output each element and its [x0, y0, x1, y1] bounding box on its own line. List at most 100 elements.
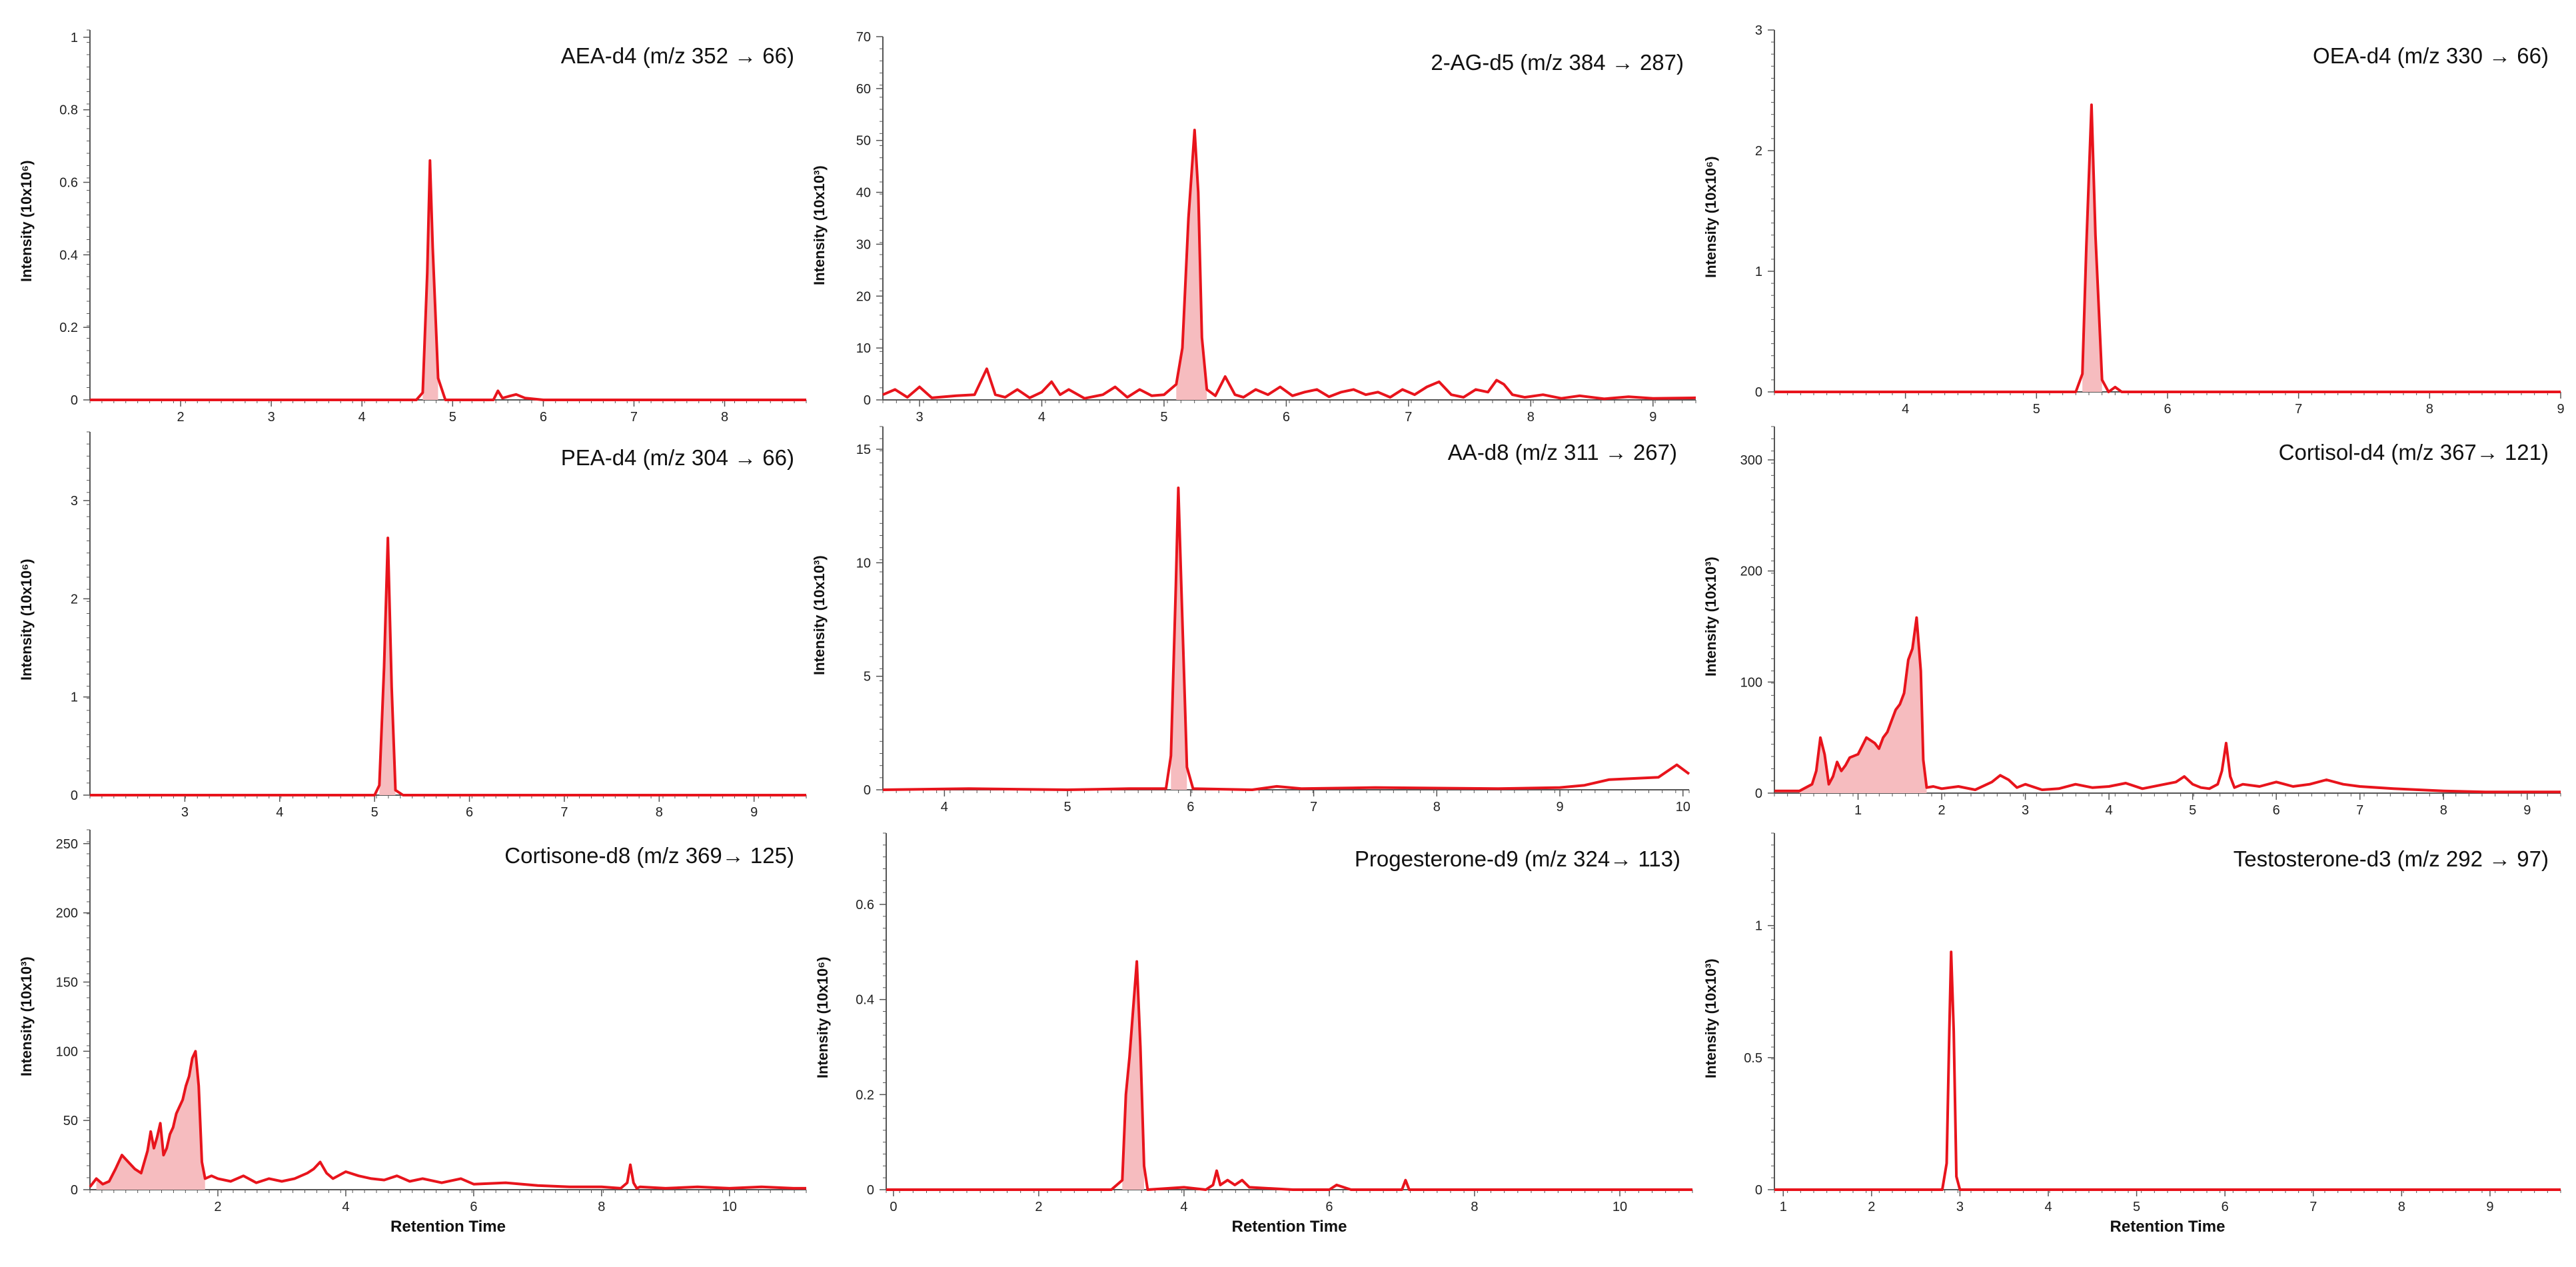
- x-tick-label: 9: [2557, 402, 2564, 417]
- x-tick-label: 3: [268, 410, 275, 425]
- chart-panel: 4 5 6 7 8 9 0 1 2 3 OEA-d4 (m/z 330 → 66) Intensity…: [1702, 23, 2565, 417]
- y-tick-label: 70: [856, 30, 871, 45]
- x-tick-label: 3: [916, 410, 923, 425]
- x-tick-label: 9: [2523, 803, 2531, 818]
- x-tick-label: 8: [598, 1200, 605, 1214]
- y-tick-label: 40: [856, 186, 871, 201]
- x-tick-label: 7: [1310, 800, 1317, 814]
- x-tick-label: 6: [470, 1200, 477, 1214]
- y-tick-label: 150: [56, 975, 78, 990]
- y-tick-label: 0.2: [59, 321, 78, 335]
- y-tick-label: 0.6: [59, 176, 78, 191]
- peak-fill: [2082, 105, 2102, 392]
- x-tick-label: 9: [2486, 1200, 2493, 1214]
- x-tick-label: 3: [2022, 803, 2029, 818]
- y-tick-label: 100: [1740, 675, 1762, 690]
- chart-title: 2-AG-d5 (m/z 384 → 287): [1431, 50, 1684, 75]
- x-tick-label: 1: [1780, 1200, 1787, 1214]
- chart-panel: 1 2 3 4 5 6 7 8 9 0 100 200 300 Cortisol-d4 (m/z 367→…: [1702, 426, 2561, 818]
- x-tick-label: 10: [722, 1200, 737, 1214]
- y-tick-label: 15: [856, 443, 871, 457]
- chart-title: OEA-d4 (m/z 330 → 66): [2313, 43, 2549, 68]
- y-tick-label: 0.6: [856, 898, 874, 912]
- chart-title: AEA-d4 (m/z 352 → 66): [560, 43, 794, 68]
- x-axis-label: Retention Time: [1231, 1218, 1347, 1236]
- x-tick-label: 0: [890, 1200, 897, 1214]
- y-axis-label: Intensity (10x10³): [1702, 958, 1719, 1078]
- y-tick-label: 0.8: [59, 103, 78, 118]
- y-tick-label: 0: [1755, 1183, 1762, 1198]
- chromatogram-trace: [1774, 103, 2561, 393]
- y-tick-label: 0: [864, 783, 871, 798]
- y-tick-label: 1: [71, 690, 78, 705]
- x-tick-label: 8: [2398, 1200, 2405, 1214]
- x-tick-label: 2: [1868, 1200, 1875, 1214]
- y-tick-label: 2: [71, 592, 78, 607]
- x-tick-label: 2: [177, 410, 185, 425]
- peak-fill: [422, 160, 438, 400]
- x-tick-label: 3: [1956, 1200, 1964, 1214]
- x-tick-label: 8: [1527, 410, 1535, 425]
- x-axis-label: Retention Time: [2110, 1218, 2226, 1236]
- chart-title: AA-d8 (m/z 311 → 267): [1447, 440, 1677, 465]
- y-tick-label: 3: [1755, 23, 1762, 38]
- x-tick-label: 5: [2033, 402, 2040, 417]
- chart-title: Progesterone-d9 (m/z 324→ 113): [1354, 846, 1680, 871]
- x-tick-label: 8: [656, 805, 663, 820]
- x-tick-label: 2: [1938, 803, 1946, 818]
- y-axis-label: Intensity (10x10⁶): [1702, 155, 1719, 278]
- peak-fill: [1171, 488, 1187, 790]
- x-tick-label: 8: [1433, 800, 1441, 814]
- chart-panel: 3 4 5 6 7 8 9 0 1 2 3 PEA-d4 (m/z 304 → 66) Intensit…: [18, 431, 807, 820]
- x-tick-label: 7: [2309, 1200, 2317, 1214]
- chart-panel: 3 4 5 6 7 8 9 0 10 20 30 40 50 60 70 2-AG-d5 (m/z 384 →…: [811, 30, 1696, 425]
- x-tick-label: 10: [1676, 800, 1690, 814]
- y-tick-label: 60: [856, 82, 871, 97]
- x-tick-label: 4: [1902, 402, 1909, 417]
- y-axis-label: Intensity (10x10³): [811, 555, 828, 675]
- y-tick-label: 0.4: [856, 993, 874, 1008]
- peak-fill: [96, 1051, 205, 1190]
- y-tick-label: 0: [71, 1183, 78, 1198]
- y-tick-label: 50: [63, 1114, 78, 1128]
- y-axis-label: Intensity (10x10⁶): [18, 159, 35, 282]
- chromatogram-plot: 3 4 5 6 7 8 9 0 10 20 30 40 50 60 70: [856, 30, 1696, 425]
- y-tick-label: 0: [867, 1183, 874, 1198]
- y-axis-label: Intensity (10x10⁶): [814, 956, 831, 1078]
- chromatogram-plot: 2 3 4 5 6 7 8 0 0.2 0.4 0.6 0.8 1: [59, 29, 807, 425]
- x-tick-label: 5: [449, 410, 456, 425]
- x-tick-label: 7: [560, 805, 568, 820]
- x-tick-label: 4: [941, 800, 948, 814]
- x-tick-label: 9: [750, 805, 758, 820]
- x-tick-label: 5: [1160, 410, 1167, 425]
- x-tick-label: 9: [1556, 800, 1563, 814]
- chromatogram-plot: 1 2 3 4 5 6 7 8 9 0 100 200 300: [1740, 426, 2561, 818]
- x-tick-label: 3: [181, 805, 189, 820]
- y-tick-label: 200: [56, 906, 78, 921]
- x-tick-label: 8: [721, 410, 728, 425]
- y-tick-label: 2: [1755, 144, 1762, 159]
- chart-title: PEA-d4 (m/z 304 → 66): [560, 445, 794, 470]
- x-tick-label: 6: [1325, 1200, 1333, 1214]
- chromatogram-trace: [90, 159, 806, 401]
- y-tick-label: 0.5: [1744, 1051, 1762, 1066]
- y-tick-label: 1: [71, 31, 78, 45]
- y-tick-label: 0: [1755, 786, 1762, 801]
- chromatogram-trace: [886, 960, 1692, 1191]
- y-tick-label: 100: [56, 1044, 78, 1059]
- x-tick-label: 7: [1405, 410, 1412, 425]
- x-tick-label: 6: [2222, 1200, 2229, 1214]
- y-tick-label: 10: [856, 341, 871, 356]
- y-tick-label: 3: [71, 494, 78, 509]
- x-tick-label: 4: [1180, 1200, 1187, 1214]
- chart-panel: 2 3 4 5 6 7 8 0 0.2 0.4 0.6 0.8 1 AEA-d4 (m/z 352 → 6…: [18, 29, 807, 425]
- y-tick-label: 0: [864, 393, 871, 408]
- chromatogram-trace: [90, 537, 806, 796]
- y-tick-label: 1: [1755, 265, 1762, 279]
- chromatogram-trace: [882, 487, 1690, 791]
- x-tick-label: 10: [1612, 1200, 1627, 1214]
- chart-panel: 0 2 4 6 8 10 0 0.2 0.4 0.6 Progesterone-d9 (m/z 32…: [814, 832, 1693, 1236]
- y-tick-label: 0.4: [59, 248, 78, 263]
- x-tick-label: 2: [1035, 1200, 1042, 1214]
- chart-title: Cortisone-d8 (m/z 369→ 125): [504, 843, 794, 868]
